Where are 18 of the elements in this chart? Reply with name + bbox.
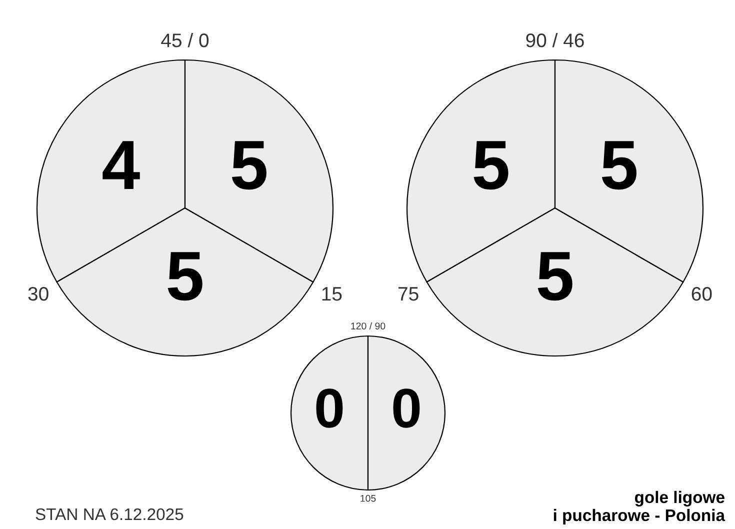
data-label: 5 (602, 141, 636, 190)
text: STAN NA 6.12.2025 (36, 508, 184, 520)
text: 105 (360, 494, 376, 502)
text: 75 (398, 287, 418, 301)
text: 45 / 0 (161, 32, 209, 48)
text: 90 / 46 (526, 32, 584, 48)
data-label: 0 (316, 388, 343, 428)
text: 30 (28, 286, 48, 301)
data-label: 5 (168, 252, 202, 301)
data-label: 4 (102, 141, 140, 189)
data-label: 5 (538, 252, 572, 301)
text: gole ligowe i pucharowe - Polonia (554, 490, 726, 524)
data-label: 5 (232, 141, 266, 190)
data-label: 0 (393, 388, 420, 428)
text: 15 (322, 287, 342, 301)
data-label: 5 (474, 141, 508, 190)
text: 120 / 90 (351, 322, 386, 330)
text: 60 (692, 286, 712, 301)
